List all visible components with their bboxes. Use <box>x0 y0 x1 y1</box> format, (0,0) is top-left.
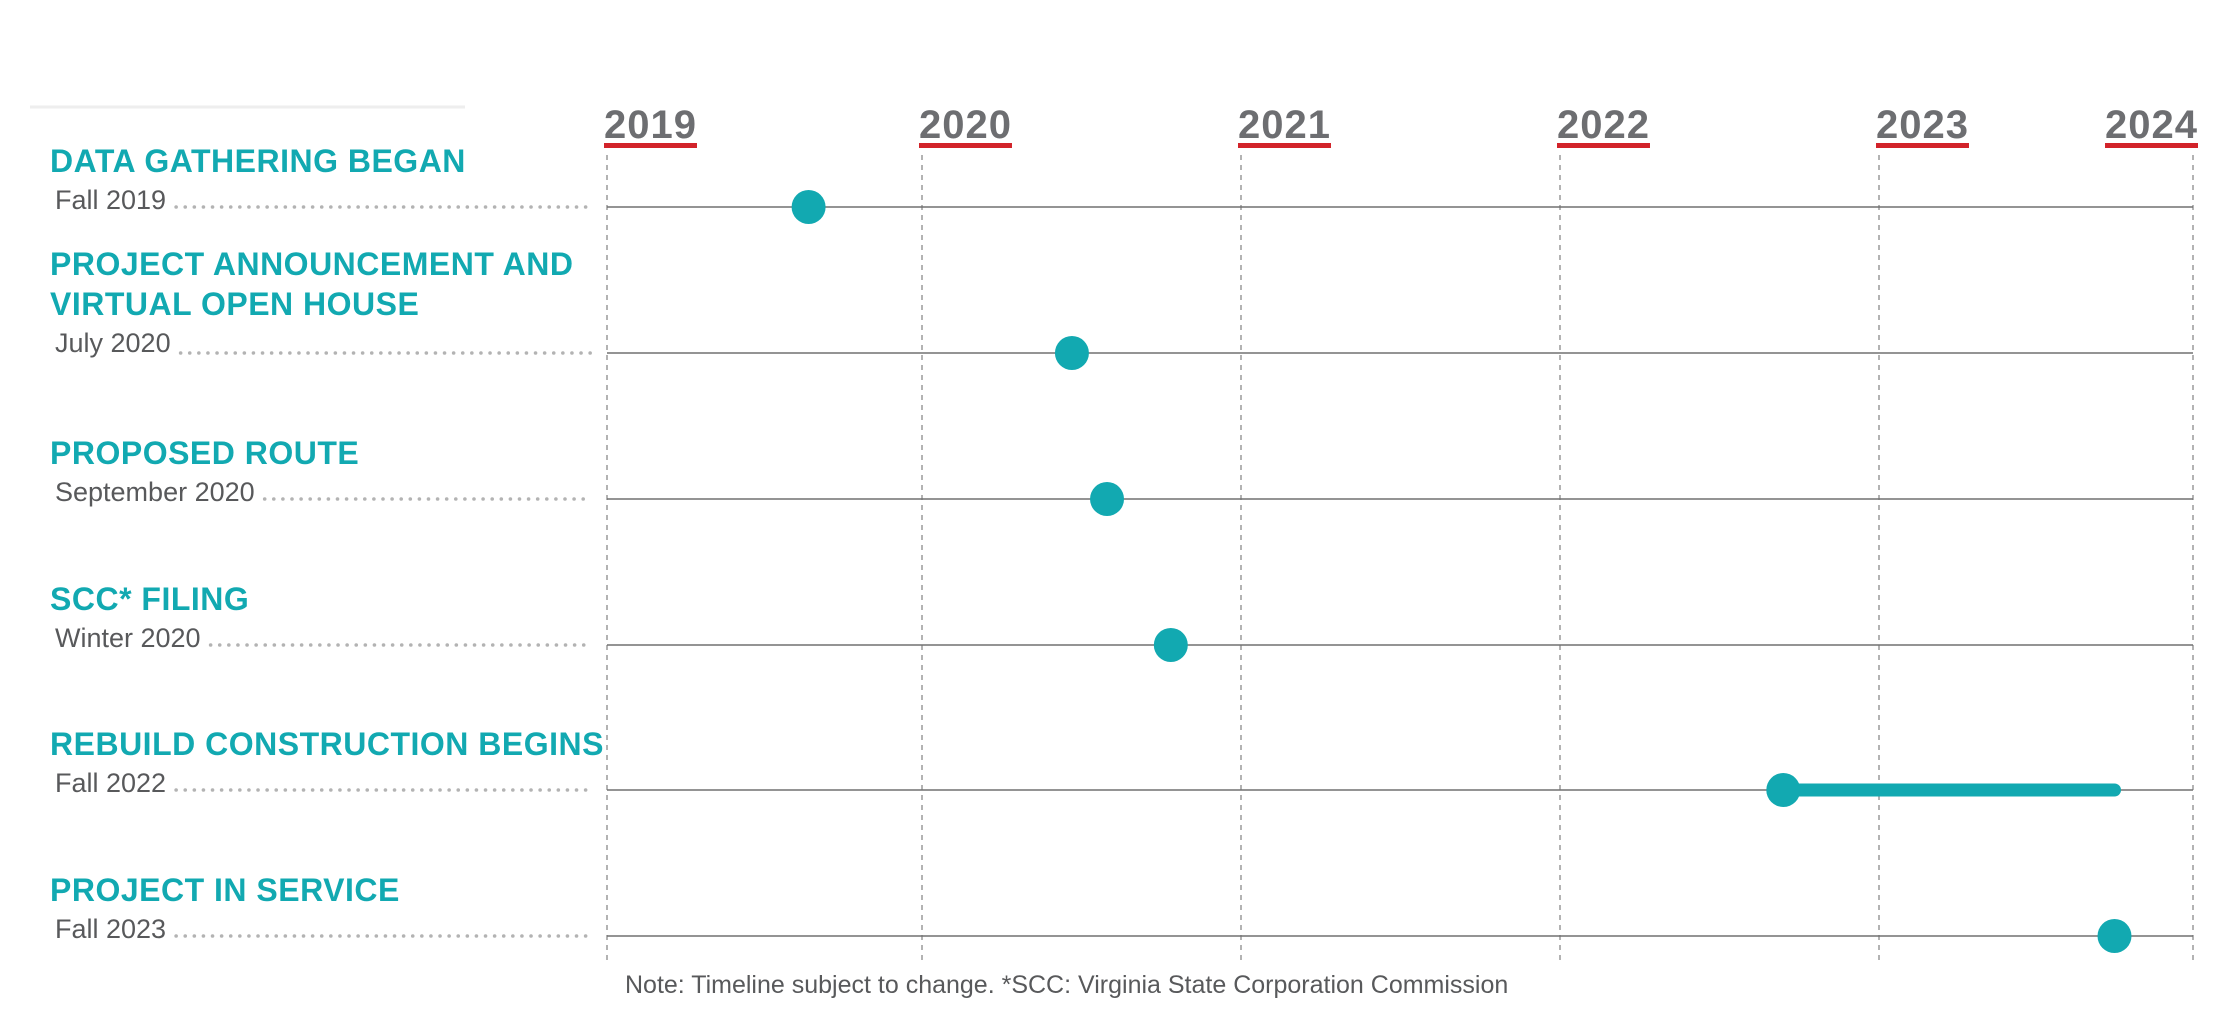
milestone-row: PROJECT ANNOUNCEMENT AND VIRTUAL OPEN HOU… <box>50 246 2193 370</box>
year-label: 2021 <box>1238 103 1331 147</box>
year-label: 2019 <box>604 103 697 147</box>
year-label: 2024 <box>2105 103 2198 147</box>
milestone-marker <box>1153 628 1188 662</box>
year-underline <box>919 143 1012 148</box>
year-underline <box>2105 143 2198 148</box>
milestone-marker <box>1090 482 1125 516</box>
milestone-date: September 2020 <box>55 477 255 507</box>
milestone-title: DATA GATHERING BEGAN <box>50 143 466 179</box>
year-underline <box>1557 143 1650 148</box>
milestone-marker <box>1766 773 1801 807</box>
milestone-row: REBUILD CONSTRUCTION BEGINS Fall 2022 <box>50 726 2193 807</box>
year-underline <box>1876 143 1969 148</box>
year-label: 2023 <box>1876 103 1969 147</box>
milestone-row: DATA GATHERING BEGAN Fall 2019 <box>50 143 2193 224</box>
milestone-row: SCC* FILING Winter 2020 <box>50 581 2193 662</box>
milestone-rows: DATA GATHERING BEGAN Fall 2019 PROJECT ANN… <box>50 143 2193 953</box>
year-label: 2020 <box>919 103 1012 147</box>
milestone-date: Winter 2020 <box>55 623 201 653</box>
year-underline <box>1238 143 1331 148</box>
timeline-note: Note: Timeline subject to change. *SCC: … <box>625 971 1508 999</box>
year-axis: 2019 2020 2021 2022 2023 2024 <box>604 103 2198 148</box>
milestone-title: PROPOSED ROUTE <box>50 435 359 471</box>
milestone-date: Fall 2023 <box>55 914 166 944</box>
milestone-marker <box>1054 336 1089 370</box>
milestone-title: REBUILD CONSTRUCTION BEGINS <box>50 726 604 762</box>
milestone-row: PROJECT IN SERVICE Fall 2023 <box>50 872 2193 953</box>
milestone-title: PROJECT IN SERVICE <box>50 872 400 908</box>
milestone-marker <box>2097 919 2132 953</box>
milestone-date: July 2020 <box>55 328 171 358</box>
year-underline <box>604 143 697 148</box>
milestone-title: PROJECT ANNOUNCEMENT AND <box>50 246 573 282</box>
milestone-date: Fall 2019 <box>55 185 166 215</box>
milestone-row: PROPOSED ROUTE September 2020 <box>50 435 2193 516</box>
milestone-title: SCC* FILING <box>50 581 249 617</box>
milestone-marker <box>791 190 826 224</box>
year-gridlines <box>30 105 2194 965</box>
milestone-date: Fall 2022 <box>55 768 166 798</box>
milestone-title: VIRTUAL OPEN HOUSE <box>50 286 419 322</box>
year-label: 2022 <box>1557 103 1650 147</box>
